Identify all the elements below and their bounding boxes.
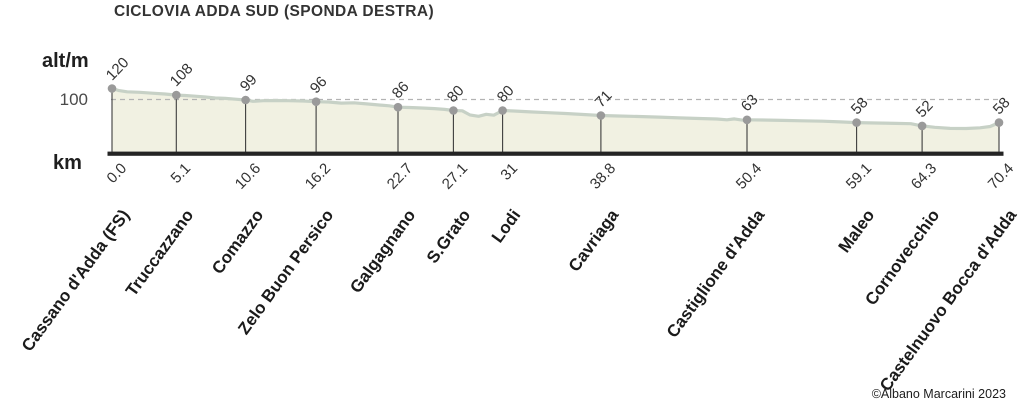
copyright-credit: ©Albano Marcarini 2023 bbox=[871, 387, 1006, 401]
station-dot bbox=[852, 118, 861, 127]
station-dot bbox=[172, 90, 181, 100]
station-dot bbox=[498, 106, 507, 115]
station-dot bbox=[393, 102, 403, 112]
station-dot bbox=[596, 111, 606, 120]
chart-title: CICLOVIA ADDA SUD (SPONDA DESTRA) bbox=[114, 3, 435, 20]
station-dot bbox=[994, 118, 1004, 127]
station-dot bbox=[449, 106, 458, 115]
station-dot bbox=[311, 97, 321, 106]
station-dot bbox=[742, 115, 752, 125]
elevation-profile-line bbox=[110, 86, 1001, 131]
elevation-area-fill bbox=[112, 88, 999, 152]
gridline-100-label: 100 bbox=[59, 90, 88, 109]
km-axis-label: km bbox=[53, 152, 82, 174]
alt-axis-label: alt/m bbox=[42, 50, 89, 72]
station-dot bbox=[107, 84, 117, 93]
station-dot bbox=[917, 121, 927, 131]
baseline-axis bbox=[107, 151, 1004, 156]
station-dot bbox=[241, 95, 250, 105]
